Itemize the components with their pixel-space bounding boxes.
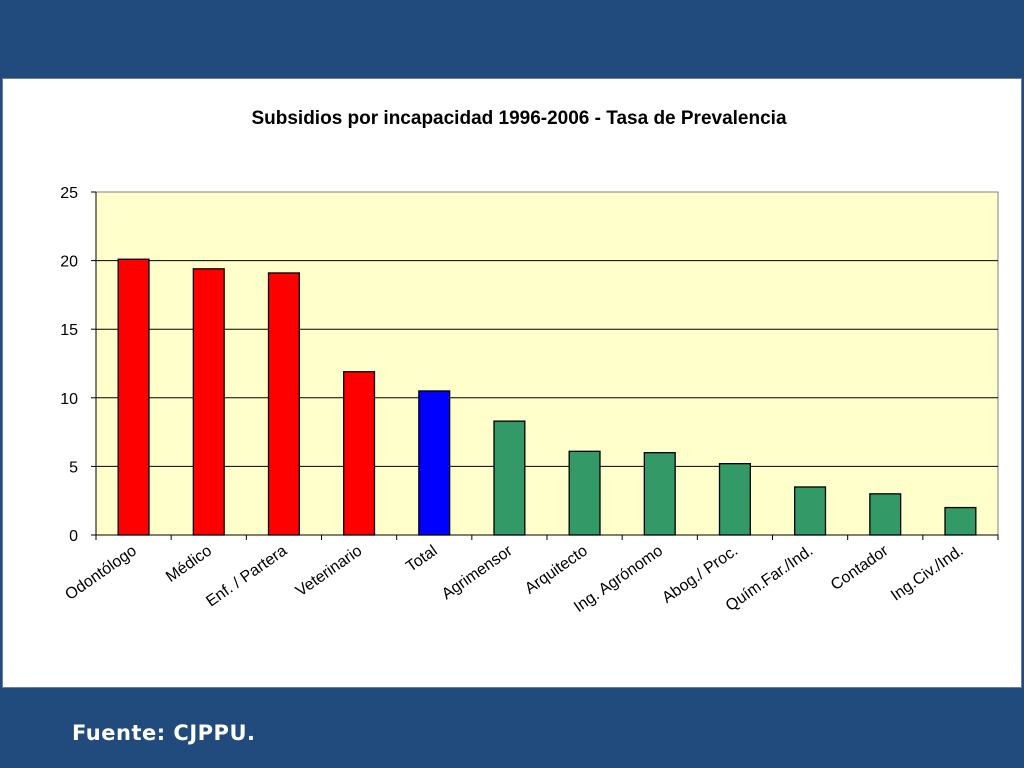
bar-chart: Subsidios por incapacidad 1996-2006 - Ta… [60, 108, 999, 616]
x-tick-label: Agrimensor [439, 542, 516, 603]
x-tick-label: Total [403, 542, 440, 575]
x-tick-label: Arquitecto [522, 542, 591, 597]
bar [117, 258, 150, 536]
bar [493, 420, 526, 536]
gridlines [96, 260, 998, 467]
y-tick-label: 15 [60, 322, 78, 339]
chart-title: Subsidios por incapacidad 1996-2006 - Ta… [251, 108, 786, 129]
x-tick-label: Odontólogo [62, 542, 140, 603]
x-tick-label: Veterinario [293, 542, 365, 600]
x-tick-label: Ing.Civ./Ind. [888, 542, 967, 604]
plot-area [95, 191, 999, 536]
x-tick-label: Médico [163, 542, 215, 586]
y-tick-label: 10 [60, 391, 78, 408]
bar [568, 450, 601, 536]
chart-panel: Subsidios por incapacidad 1996-2006 - Ta… [2, 78, 1022, 688]
y-tick-label: 25 [60, 185, 78, 202]
x-tick-label: Enf. / Partera [203, 542, 290, 610]
bar [267, 272, 300, 536]
y-tick-label: 5 [69, 459, 78, 476]
x-tick-label: Contador [828, 542, 892, 594]
y-tick-label: 0 [69, 528, 78, 545]
bar [944, 506, 977, 536]
y-tick-label: 20 [60, 254, 78, 271]
bar [643, 452, 676, 536]
source-label: Fuente: CJPPU. [72, 721, 256, 745]
bar [794, 486, 827, 536]
bar [418, 390, 451, 536]
bar [192, 268, 225, 536]
bar [718, 463, 751, 536]
bar [869, 493, 902, 536]
bar [343, 371, 376, 536]
